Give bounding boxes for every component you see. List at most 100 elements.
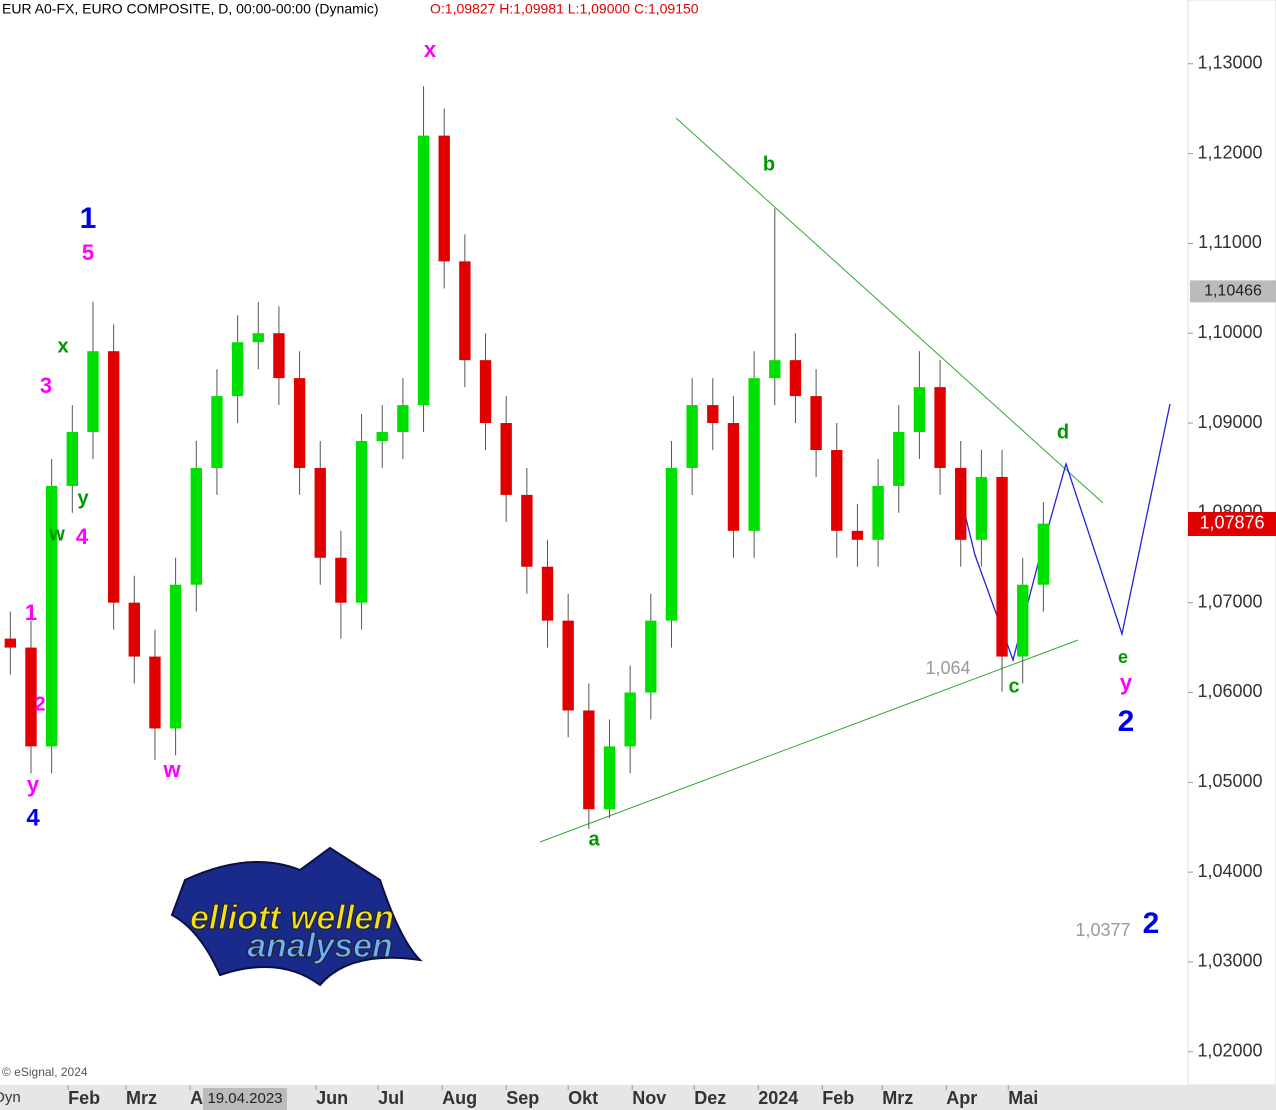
x-tick-label: Jun: [316, 1088, 348, 1108]
candle-body: [707, 405, 719, 424]
price-axis-panel: [1187, 0, 1276, 1086]
candle-body: [376, 432, 388, 442]
wave-label: c: [1008, 675, 1019, 697]
x-tick-label: Nov: [632, 1088, 666, 1108]
wave-label: 1: [25, 600, 37, 625]
candle-body: [913, 387, 926, 433]
wave-label: x: [57, 335, 68, 357]
x-tick-label: Mrz: [882, 1088, 913, 1108]
x-tick-label: Jul: [378, 1088, 404, 1108]
candle-body: [624, 692, 636, 747]
candle-body: [293, 378, 306, 468]
candle-body: [851, 530, 864, 540]
candle-body: [273, 333, 285, 379]
candle-body: [335, 557, 347, 603]
x-tick-label: Dez: [694, 1088, 726, 1108]
candle-body: [190, 467, 202, 585]
wave-label: w: [48, 523, 65, 545]
y-tick-label: 1,07000: [1197, 591, 1262, 611]
candle-body: [996, 476, 1008, 657]
candle-body: [66, 432, 78, 486]
wave-label: y: [1120, 670, 1133, 695]
candle-body: [252, 333, 264, 343]
wave-label: y: [27, 772, 40, 797]
crosshair-price-box: [1190, 280, 1276, 303]
candle-body: [169, 584, 182, 729]
wave-label: 2: [1118, 705, 1135, 738]
wave-label: 1,064: [925, 658, 970, 678]
chart-title: EUR A0-FX, EURO COMPOSITE, D, 00:00-00:0…: [2, 1, 379, 17]
candle-body: [645, 620, 657, 693]
candle-body: [665, 467, 678, 621]
candle-body: [459, 261, 471, 361]
x-tick-label: 2024: [758, 1088, 798, 1108]
last-price-label: 1,07876: [1199, 513, 1264, 533]
candle-body: [955, 467, 967, 540]
candle-body: [211, 396, 223, 468]
candle-body: [417, 135, 430, 406]
wave-label: y: [77, 487, 89, 509]
crosshair-date-label: 19.04.2023: [207, 1090, 282, 1107]
candle-body: [231, 342, 244, 397]
x-tick-label: Apr: [946, 1088, 977, 1108]
candle-body: [769, 360, 781, 379]
candle-body: [397, 405, 409, 433]
crosshair-price-label: 1,10466: [1204, 283, 1262, 300]
y-tick-label: 1,13000: [1197, 53, 1262, 73]
candle-body: [87, 351, 99, 433]
candle-body: [107, 351, 120, 603]
candle-body: [748, 378, 760, 531]
wave-label: 2: [1143, 907, 1160, 940]
x-tick-label: Mrz: [126, 1088, 157, 1108]
candle-body: [831, 449, 843, 531]
candle-body: [975, 476, 988, 540]
candle-body: [583, 710, 595, 810]
crosshair-date-box: [203, 1088, 287, 1110]
candle-body: [438, 135, 450, 262]
candle-body: [893, 432, 905, 486]
trend-line: [675, 117, 1104, 504]
candle-body: [810, 396, 822, 450]
copyright: © eSignal, 2024: [2, 1065, 88, 1079]
x-tick-label: Aug: [442, 1088, 477, 1108]
wave-label: 1,0377: [1075, 920, 1130, 940]
x-tick-label: Feb: [822, 1088, 854, 1108]
wave-label: x: [424, 37, 437, 62]
candle-body: [45, 485, 58, 747]
logo-text: elliott wellen: [190, 899, 394, 937]
y-tick-label: 1,09000: [1197, 412, 1262, 432]
candle-body: [686, 405, 698, 468]
candle-body: [603, 746, 616, 810]
x-tick-label: Okt: [568, 1088, 598, 1108]
candle-body: [500, 423, 512, 495]
candle-body: [1017, 584, 1029, 657]
candle-body: [789, 360, 802, 397]
x-tick-label: Feb: [68, 1088, 100, 1108]
x-tick-label: Mai: [1008, 1088, 1038, 1108]
candle-body: [4, 638, 17, 648]
candle-body: [25, 647, 37, 747]
x-tick-label: A: [190, 1088, 203, 1108]
candle-body: [479, 360, 492, 424]
wave-label: b: [763, 153, 775, 175]
wave-label: w: [162, 757, 181, 782]
wave-label: d: [1057, 421, 1069, 443]
trend-line: [539, 639, 1079, 843]
candle-body: [521, 494, 533, 567]
candle-body: [541, 566, 554, 621]
y-tick-label: 1,02000: [1197, 1041, 1262, 1061]
candle-body: [128, 602, 140, 657]
x-tick-label: Sep: [506, 1088, 539, 1108]
y-tick-label: 1,05000: [1197, 771, 1262, 791]
y-tick-label: 1,04000: [1197, 861, 1262, 881]
last-price-box: [1188, 511, 1276, 536]
candle-body: [1037, 523, 1050, 585]
y-tick-label: 1,06000: [1197, 681, 1262, 701]
candle-body: [355, 441, 368, 603]
y-tick-label: 1,12000: [1197, 142, 1262, 162]
wave-label: 4: [26, 804, 40, 831]
logo-text: analysen: [247, 927, 393, 965]
candle-body: [314, 467, 326, 558]
candle-body: [727, 423, 740, 531]
candle-body: [934, 387, 946, 468]
